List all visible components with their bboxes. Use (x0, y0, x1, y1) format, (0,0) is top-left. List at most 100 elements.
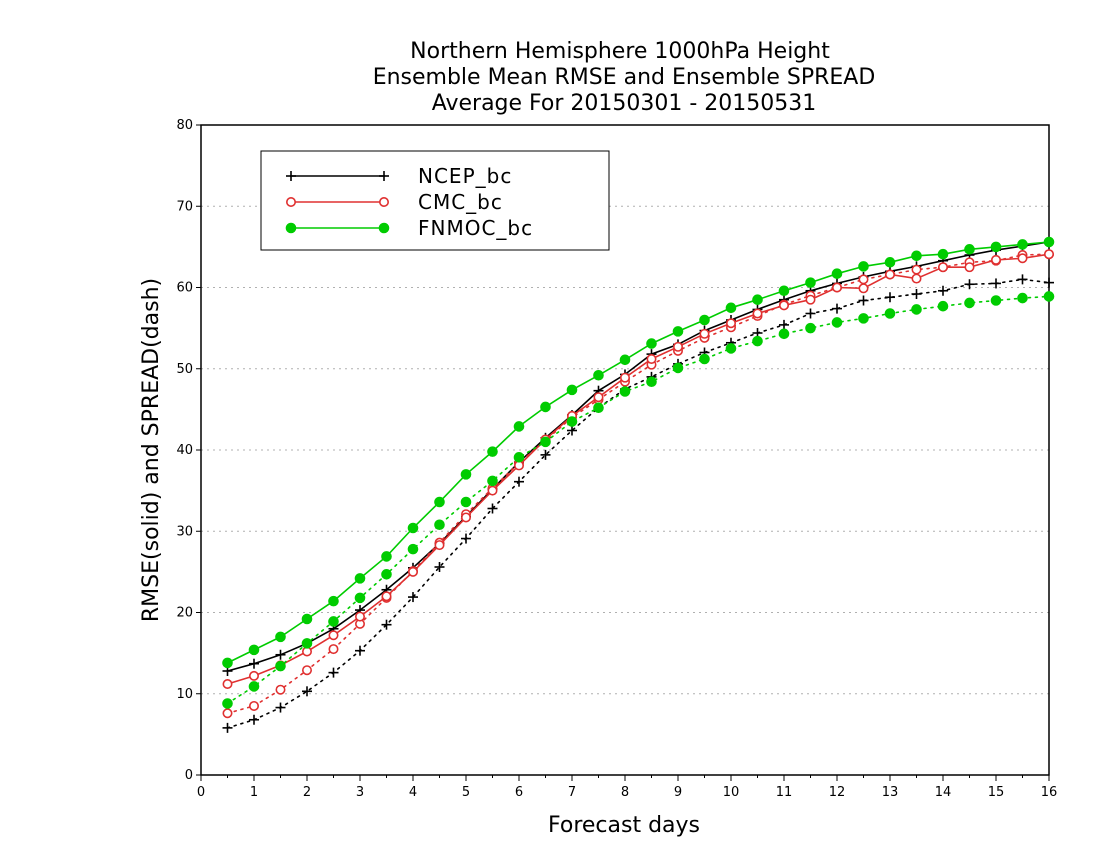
title-line-2: Ensemble Mean RMSE and Ensemble SPREAD (373, 65, 876, 90)
legend-marker-cmc-bc (285, 197, 296, 208)
spread-point-fnmoc-bc (540, 436, 551, 448)
rmse-point-cmc-bc (593, 392, 604, 403)
spread-point-fnmoc-bc (301, 638, 313, 649)
x-tick-label-14: 14 (935, 785, 952, 800)
rmse-point-fnmoc-bc (566, 384, 578, 396)
spread-point-fnmoc-bc (752, 335, 763, 347)
series-ncep-bc (222, 237, 1054, 733)
rmse-point-fnmoc-bc (354, 573, 366, 584)
spread-point-fnmoc-bc (381, 569, 392, 580)
rmse-point-fnmoc-bc (1043, 236, 1055, 248)
rmse-point-ncep-bc (275, 649, 286, 660)
series-cmc-bc (222, 249, 1055, 719)
rmse-point-cmc-bc (222, 678, 233, 689)
x-tick-label-10: 10 (723, 785, 740, 800)
spread-point-fnmoc-bc (619, 386, 631, 397)
spread-point-cmc-bc (858, 274, 869, 285)
y-tick-label-80: 80 (176, 118, 193, 133)
rmse-point-fnmoc-bc (434, 496, 445, 508)
spread-point-cmc-bc (249, 700, 260, 711)
legend-label-cmc-bc: CMC_bc (418, 190, 503, 214)
spread-point-ncep-bc (514, 476, 524, 487)
rmse-line-fnmoc-bc (227, 241, 1050, 664)
rmse-point-fnmoc-bc (513, 421, 525, 432)
rmse-point-fnmoc-bc (725, 302, 737, 314)
spread-point-ncep-bc (461, 533, 471, 544)
rmse-point-fnmoc-bc (222, 657, 233, 669)
spread-point-fnmoc-bc (513, 452, 525, 463)
rmse-point-cmc-bc (831, 282, 842, 293)
series-layer (222, 236, 1055, 733)
spread-point-fnmoc-bc (434, 519, 445, 531)
legend-label-ncep-bc: NCEP_bc (418, 164, 512, 188)
legend-marker-cmc-bc (378, 197, 389, 208)
spread-point-ncep-bc (858, 295, 869, 306)
rmse-line-ncep-bc (227, 241, 1050, 672)
spread-point-ncep-bc (1044, 277, 1054, 288)
spread-point-fnmoc-bc (487, 475, 498, 487)
rmse-point-fnmoc-bc (619, 354, 631, 366)
spread-point-fnmoc-bc (990, 295, 1002, 306)
rmse-point-cmc-bc (1017, 253, 1028, 264)
rmse-point-cmc-bc (778, 300, 789, 311)
rmse-point-cmc-bc (434, 540, 445, 551)
spread-point-ncep-bc (222, 722, 233, 733)
spread-point-fnmoc-bc (222, 698, 233, 709)
spread-point-fnmoc-bc (328, 616, 339, 627)
rmse-point-fnmoc-bc (805, 277, 816, 288)
chart-title: Northern Hemisphere 1000hPa Height Ensem… (373, 39, 876, 116)
y-tick-label-60: 60 (176, 281, 193, 296)
title-line-3: Average For 20150301 - 20150531 (432, 91, 817, 116)
spread-point-fnmoc-bc (275, 660, 286, 672)
rmse-point-fnmoc-bc (328, 595, 339, 607)
spread-point-fnmoc-bc (460, 496, 472, 508)
spread-point-fnmoc-bc (248, 681, 260, 692)
spread-point-cmc-bc (275, 684, 286, 695)
spread-point-ncep-bc (487, 503, 498, 514)
spread-point-fnmoc-bc (593, 402, 604, 414)
spread-point-ncep-bc (408, 592, 418, 603)
spread-point-ncep-bc (275, 702, 286, 713)
rmse-point-fnmoc-bc (248, 644, 260, 656)
legend-marker-fnmoc-bc (285, 222, 297, 234)
rmse-point-fnmoc-bc (831, 268, 843, 279)
spread-point-cmc-bc (222, 708, 233, 719)
rmse-point-fnmoc-bc (593, 369, 604, 381)
y-tick-label-20: 20 (176, 606, 193, 621)
x-tick-label-8: 8 (621, 785, 629, 800)
spread-point-ncep-bc (885, 292, 895, 303)
rmse-point-cmc-bc (354, 611, 365, 622)
legend-item-fnmoc-bc: FNMOC_bc (285, 216, 532, 240)
spread-point-ncep-bc (1017, 274, 1028, 285)
gridlines (201, 205, 1049, 695)
spread-point-cmc-bc (328, 644, 339, 655)
y-tick-label-30: 30 (176, 524, 193, 539)
spread-point-fnmoc-bc (778, 328, 790, 340)
x-tick-label-15: 15 (988, 785, 1005, 800)
spread-point-fnmoc-bc (354, 592, 366, 604)
spread-point-cmc-bc (301, 665, 312, 676)
spread-point-ncep-bc (328, 667, 339, 678)
spread-point-cmc-bc (911, 264, 922, 275)
rmse-point-fnmoc-bc (460, 469, 472, 480)
x-tick-label-2: 2 (303, 785, 311, 800)
rmse-point-cmc-bc (990, 254, 1001, 265)
rmse-point-fnmoc-bc (540, 401, 551, 413)
x-tick-label-1: 1 (250, 785, 258, 800)
spread-point-ncep-bc (434, 562, 445, 572)
x-tick-label-5: 5 (462, 785, 470, 800)
x-tick-label-12: 12 (829, 785, 846, 800)
rmse-point-cmc-bc (911, 273, 922, 284)
rmse-point-fnmoc-bc (699, 314, 710, 326)
spread-point-fnmoc-bc (646, 376, 657, 388)
series-fnmoc-bc (222, 236, 1055, 709)
x-tick-label-6: 6 (515, 785, 523, 800)
rmse-point-cmc-bc (752, 308, 763, 319)
spread-point-fnmoc-bc (407, 543, 419, 555)
y-tick-label-70: 70 (176, 199, 193, 214)
x-tick-label-9: 9 (674, 785, 682, 800)
rmse-point-fnmoc-bc (911, 250, 922, 262)
